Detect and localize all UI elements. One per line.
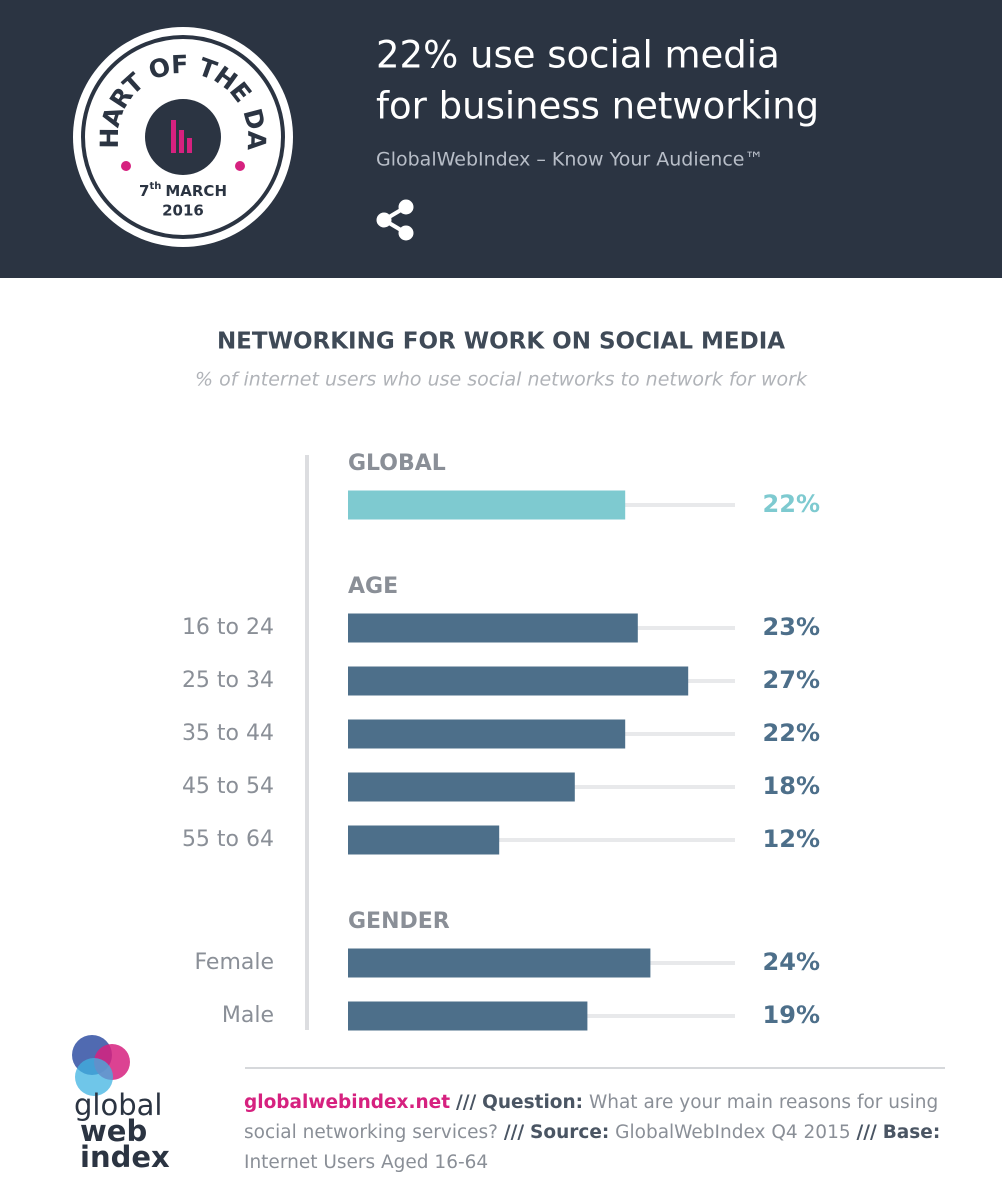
logo-text: index bbox=[80, 1140, 170, 1174]
badge-month: MARCH bbox=[165, 182, 227, 200]
bar bbox=[348, 613, 638, 643]
base-label: Base: bbox=[882, 1122, 941, 1143]
category-label: 35 to 44 bbox=[182, 721, 274, 746]
category-label: 45 to 54 bbox=[182, 774, 274, 799]
question-label: Question: bbox=[482, 1092, 584, 1113]
category-label: 25 to 34 bbox=[182, 668, 274, 693]
bar bbox=[348, 1001, 588, 1031]
badge-ring bbox=[81, 35, 285, 239]
header-tagline: GlobalWebIndex – Know Your Audience™ bbox=[376, 149, 763, 171]
category-label: 55 to 64 bbox=[182, 827, 274, 852]
footer-site[interactable]: globalwebindex.net bbox=[244, 1092, 451, 1113]
category-label: Male bbox=[222, 1003, 274, 1028]
badge-year: 2016 bbox=[162, 202, 204, 220]
chart-title: NETWORKING FOR WORK ON SOCIAL MEDIA bbox=[217, 329, 785, 355]
footer-note: globalwebindex.net /// Question: What ar… bbox=[244, 1088, 954, 1178]
badge-icon bbox=[187, 138, 192, 153]
value-label: 12% bbox=[763, 825, 820, 853]
logo-circle bbox=[75, 1058, 113, 1096]
group-label: GLOBAL bbox=[348, 451, 446, 476]
badge-icon bbox=[179, 130, 184, 153]
header-title: for business networking bbox=[376, 85, 819, 128]
group-label: GENDER bbox=[348, 909, 450, 934]
bar bbox=[348, 772, 575, 802]
share-icon[interactable] bbox=[376, 199, 414, 241]
category-label: 16 to 24 bbox=[182, 615, 274, 640]
chart-subtitle: % of internet users who use social netwo… bbox=[195, 369, 808, 391]
question: What are your main reasons for using soc… bbox=[244, 1092, 939, 1143]
badge-suffix: th bbox=[149, 181, 161, 192]
bar bbox=[348, 666, 689, 696]
value-label: 18% bbox=[763, 772, 820, 800]
bar bbox=[348, 490, 626, 520]
header-title: 22% use social media bbox=[376, 34, 780, 77]
source-label: Source: bbox=[530, 1122, 610, 1143]
value-label: 19% bbox=[763, 1001, 820, 1029]
source: GlobalWebIndex Q4 2015 bbox=[615, 1122, 851, 1143]
value-label: 22% bbox=[763, 490, 820, 518]
base: Internet Users Aged 16-64 bbox=[244, 1152, 489, 1173]
category-label: Female bbox=[194, 950, 274, 975]
separator: /// bbox=[455, 1092, 477, 1113]
value-label: 23% bbox=[763, 613, 820, 641]
value-label: 24% bbox=[763, 948, 820, 976]
badge-icon bbox=[171, 120, 176, 153]
separator: /// bbox=[503, 1122, 525, 1143]
value-label: 22% bbox=[763, 719, 820, 747]
logo-text: global bbox=[74, 1088, 162, 1122]
logo-text: web bbox=[80, 1114, 147, 1148]
value-label: 27% bbox=[763, 666, 820, 694]
badge-dot bbox=[121, 161, 131, 171]
badge-date: 7th MARCH bbox=[139, 181, 227, 200]
bar bbox=[348, 948, 651, 978]
bar bbox=[348, 719, 626, 749]
separator: /// bbox=[856, 1122, 877, 1143]
bar bbox=[348, 825, 500, 855]
group-label: AGE bbox=[348, 574, 398, 599]
badge-dot bbox=[235, 161, 245, 171]
badge-day: 7 bbox=[139, 182, 149, 200]
